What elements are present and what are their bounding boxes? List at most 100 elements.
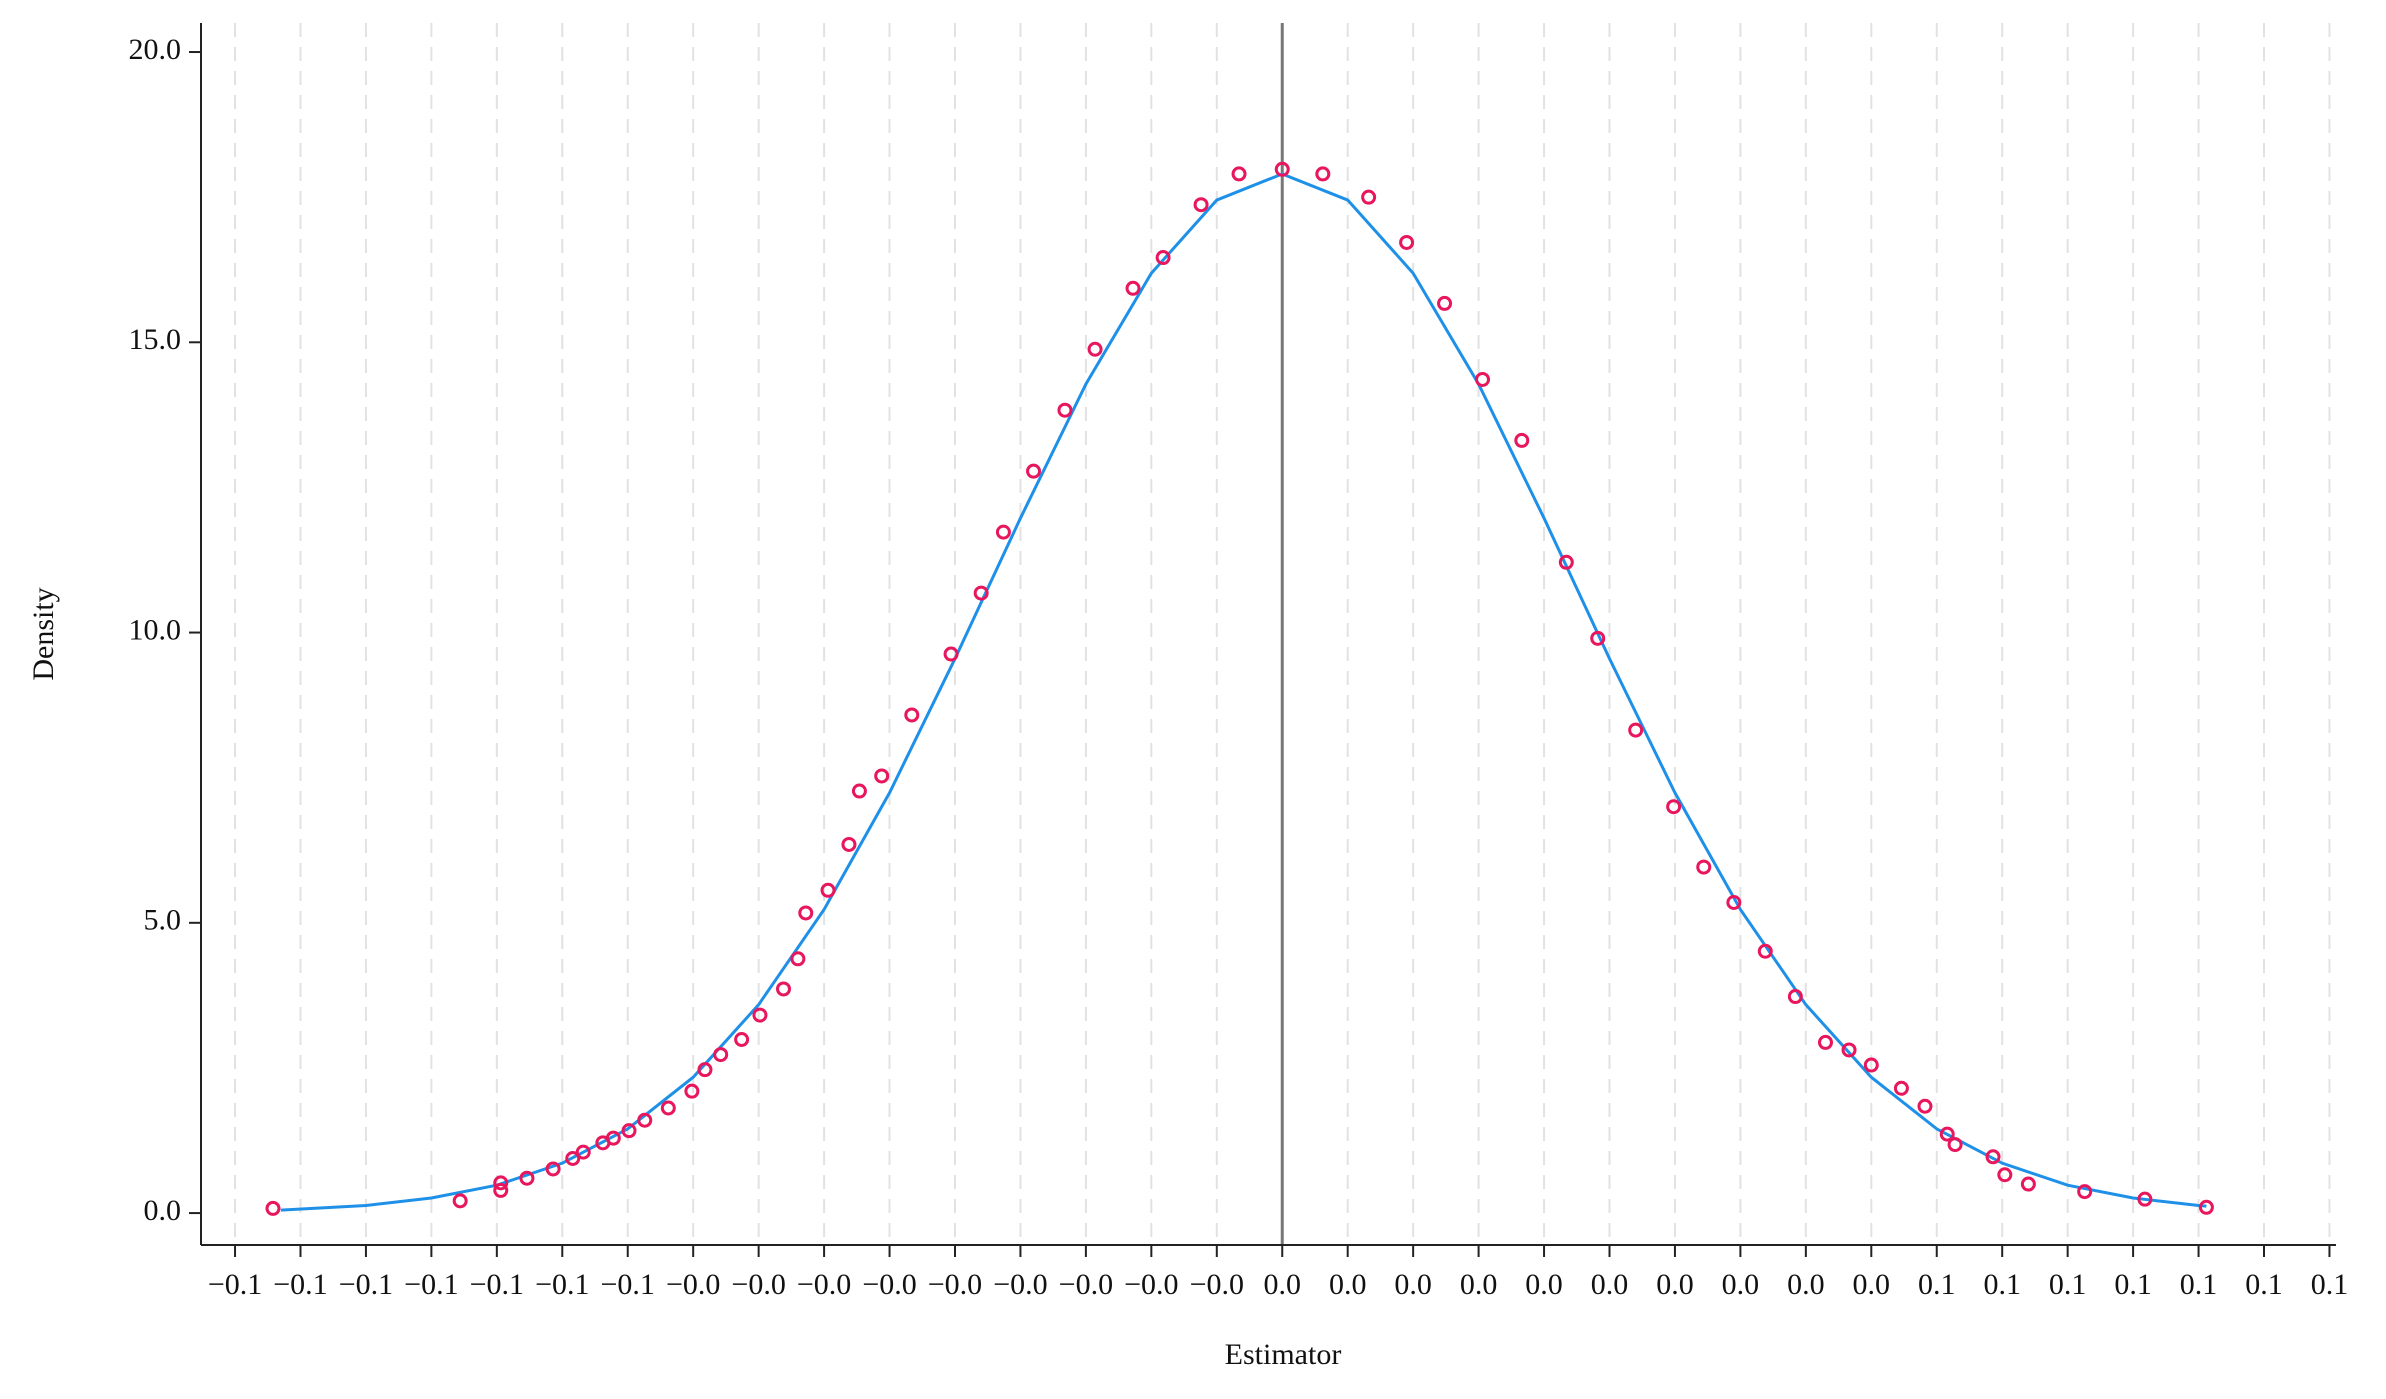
point — [637, 1112, 653, 1128]
x-tick-label: −0.0 — [928, 1268, 982, 1301]
x-tick-label: 0.1 — [2311, 1268, 2349, 1301]
y-tick-label: 15.0 — [129, 323, 182, 356]
x-tick-label: 0.0 — [1263, 1268, 1301, 1301]
point — [1841, 1042, 1857, 1058]
point — [1361, 189, 1377, 205]
x-tick-label: 0.1 — [2114, 1268, 2152, 1301]
point — [1939, 1126, 1955, 1142]
point — [621, 1123, 637, 1139]
point — [1947, 1137, 1963, 1153]
point — [1893, 1080, 1909, 1096]
x-tick-label: −0.1 — [535, 1268, 589, 1301]
point — [2137, 1191, 2153, 1207]
point — [713, 1047, 729, 1063]
x-tick-label: −0.1 — [470, 1268, 524, 1301]
y-axis-label: Density — [27, 587, 60, 680]
x-tick-label: −0.1 — [273, 1268, 327, 1301]
y-tick-label: 10.0 — [129, 613, 182, 646]
point — [790, 951, 806, 967]
x-tick-label: 0.1 — [1918, 1268, 1956, 1301]
x-tick-label: −0.0 — [1059, 1268, 1113, 1301]
x-tick-label: 0.0 — [1460, 1268, 1498, 1301]
x-tick-label: 0.0 — [1722, 1268, 1760, 1301]
point — [841, 836, 857, 852]
point — [1757, 943, 1773, 959]
point — [452, 1193, 468, 1209]
x-tick-label: −0.1 — [404, 1268, 458, 1301]
x-tick-label: 0.0 — [1329, 1268, 1367, 1301]
point — [851, 783, 867, 799]
x-tick-label: −0.0 — [1190, 1268, 1244, 1301]
point — [1125, 280, 1141, 296]
point — [995, 524, 1011, 540]
density-curve — [280, 172, 2207, 1212]
x-tick-label: 0.0 — [1787, 1268, 1825, 1301]
point — [798, 905, 814, 921]
point — [1193, 197, 1209, 213]
x-tick-label: −0.1 — [208, 1268, 262, 1301]
point — [1558, 554, 1574, 570]
point — [605, 1130, 621, 1146]
point — [1666, 799, 1682, 815]
point — [684, 1083, 700, 1099]
point — [904, 707, 920, 723]
x-tick-label: 0.0 — [1853, 1268, 1891, 1301]
x-tick-label: 0.0 — [1394, 1268, 1432, 1301]
point — [943, 646, 959, 662]
point — [1863, 1057, 1879, 1073]
x-tick-label: 0.0 — [1591, 1268, 1629, 1301]
x-tick-label: 0.1 — [2180, 1268, 2218, 1301]
x-tick-label: −0.0 — [993, 1268, 1047, 1301]
point — [519, 1170, 535, 1186]
x-tick-label: −0.0 — [731, 1268, 785, 1301]
point — [565, 1151, 581, 1167]
x-tick-label: −0.0 — [797, 1268, 851, 1301]
point — [493, 1175, 509, 1191]
point — [493, 1182, 509, 1198]
point — [1437, 295, 1453, 311]
point — [1514, 432, 1530, 448]
point — [1274, 161, 1290, 177]
point — [776, 981, 792, 997]
y-tick-label: 20.0 — [129, 33, 182, 66]
x-tick-label: 0.1 — [1983, 1268, 2021, 1301]
point — [1475, 371, 1491, 387]
point — [2077, 1184, 2093, 1200]
point — [697, 1062, 713, 1078]
point — [1997, 1167, 2013, 1183]
x-tick-label: 0.0 — [1656, 1268, 1694, 1301]
x-tick-label: −0.1 — [601, 1268, 655, 1301]
point — [820, 882, 836, 898]
point — [2198, 1199, 2214, 1215]
x-axis-label: Estimator — [1225, 1338, 1342, 1371]
x-tick-label: −0.0 — [1124, 1268, 1178, 1301]
point — [1315, 166, 1331, 182]
point — [1057, 402, 1073, 418]
point — [1696, 859, 1712, 875]
point — [1026, 463, 1042, 479]
point — [545, 1161, 561, 1177]
point — [752, 1007, 768, 1023]
x-tick-label: 0.1 — [2049, 1268, 2087, 1301]
point — [2020, 1176, 2036, 1192]
point — [1726, 894, 1742, 910]
x-tick-label: −0.1 — [339, 1268, 393, 1301]
point — [1917, 1098, 1933, 1114]
point — [1087, 341, 1103, 357]
x-tick-label: −0.0 — [666, 1268, 720, 1301]
point — [1817, 1034, 1833, 1050]
point — [734, 1031, 750, 1047]
point — [1628, 722, 1644, 738]
point — [1399, 234, 1415, 250]
point — [1590, 630, 1606, 646]
y-tick-label: 0.0 — [144, 1194, 182, 1227]
x-tick-label: −0.0 — [862, 1268, 916, 1301]
point — [575, 1144, 591, 1160]
point — [1985, 1149, 2001, 1165]
x-tick-label: 0.1 — [2245, 1268, 2283, 1301]
point — [874, 768, 890, 784]
point — [1787, 989, 1803, 1005]
point — [265, 1200, 281, 1216]
